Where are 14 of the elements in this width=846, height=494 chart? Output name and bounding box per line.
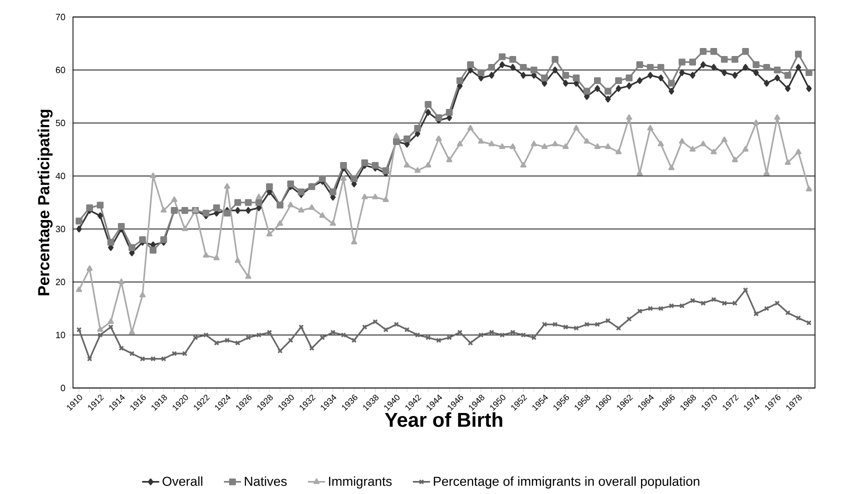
legend-label: Percentage of immigrants in overall population	[434, 476, 700, 489]
y-tick-label: 0	[60, 384, 66, 392]
x-axis-title: Year of Birth	[384, 412, 502, 427]
y-tick-label: 60	[56, 66, 66, 74]
y-tick-label: 40	[56, 172, 66, 180]
y-tick-label: 20	[56, 278, 66, 286]
legend-label: Natives	[244, 476, 287, 486]
legend-label: Overall	[162, 476, 202, 486]
y-tick-label: 10	[56, 332, 66, 338]
y-axis-title: Percentage Participating	[38, 110, 53, 296]
y-tick-label: 50	[56, 120, 66, 126]
y-tick-label: 70	[56, 14, 66, 20]
legend-label: Immigrants	[329, 476, 392, 489]
y-tick-label: 30	[56, 226, 66, 232]
